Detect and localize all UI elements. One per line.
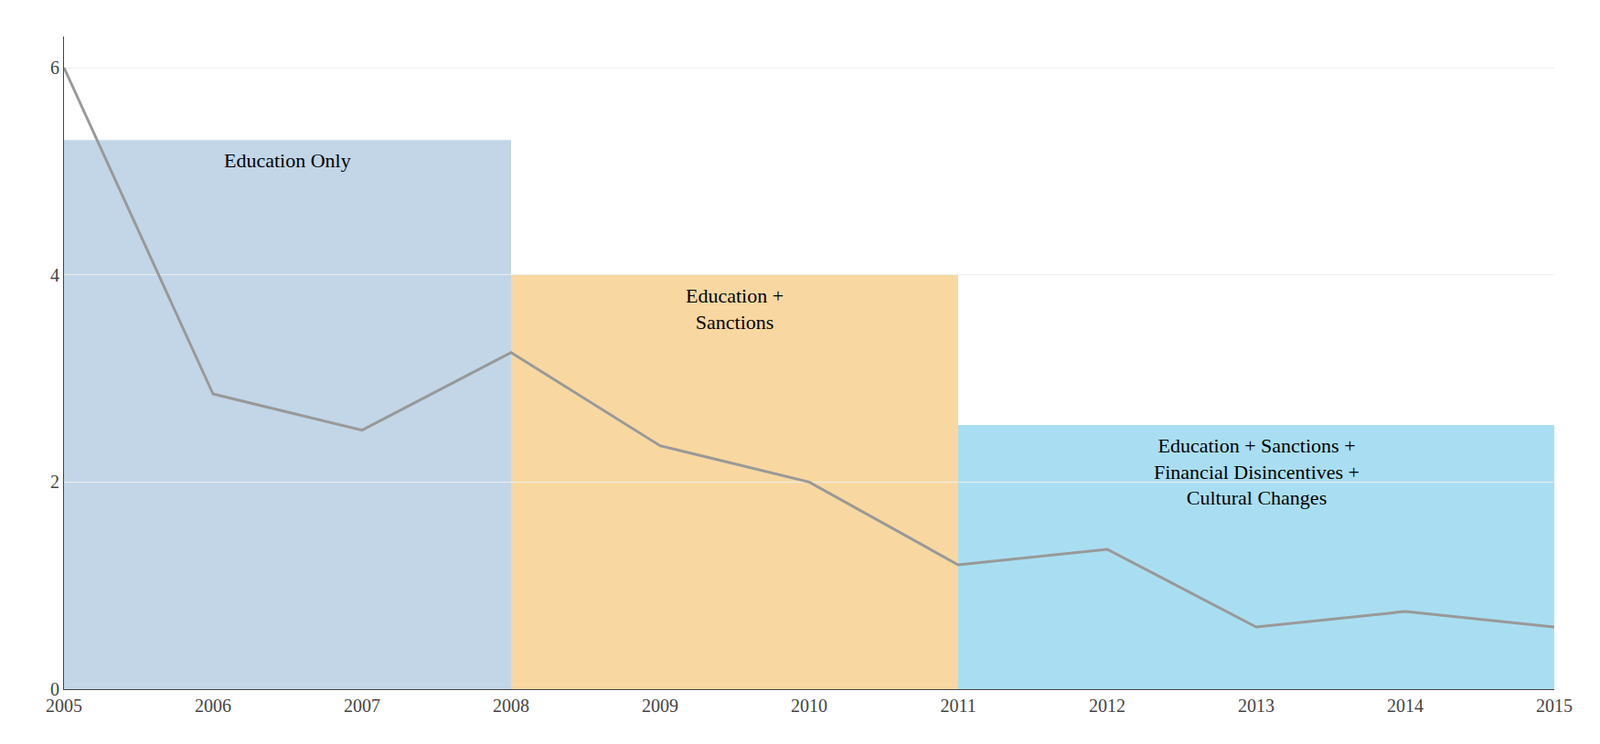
- svg-text:2013: 2013: [1237, 695, 1275, 716]
- svg-text:Education Only: Education Only: [224, 149, 352, 172]
- svg-text:2006: 2006: [194, 695, 232, 716]
- svg-text:2015: 2015: [1536, 695, 1573, 716]
- svg-text:2010: 2010: [790, 695, 828, 716]
- svg-text:2014: 2014: [1386, 695, 1424, 716]
- svg-text:2008: 2008: [492, 695, 530, 716]
- svg-text:Education + Sanctions +Financi: Education + Sanctions +Financial Disince…: [1153, 434, 1360, 510]
- svg-text:0: 0: [50, 679, 60, 700]
- svg-text:2012: 2012: [1088, 695, 1126, 716]
- svg-text:2005: 2005: [45, 695, 83, 716]
- svg-text:2009: 2009: [641, 695, 679, 716]
- svg-text:2: 2: [50, 471, 60, 492]
- svg-text:2011: 2011: [939, 695, 976, 716]
- svg-text:6: 6: [50, 57, 60, 78]
- svg-text:Education +Sanctions: Education +Sanctions: [685, 284, 784, 334]
- svg-text:2007: 2007: [343, 695, 381, 716]
- svg-text:4: 4: [50, 265, 60, 286]
